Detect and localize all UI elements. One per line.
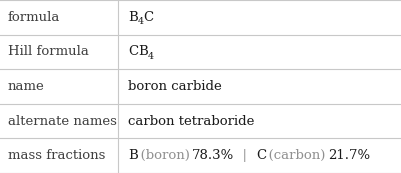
Text: 21.7%: 21.7% <box>327 149 369 162</box>
Text: alternate names: alternate names <box>8 115 117 128</box>
Text: 4: 4 <box>138 17 144 26</box>
Text: 4: 4 <box>148 52 154 61</box>
Text: B: B <box>128 11 138 24</box>
Text: |: | <box>234 149 255 162</box>
Text: (carbon): (carbon) <box>265 149 327 162</box>
Text: formula: formula <box>8 11 60 24</box>
Text: C: C <box>144 11 154 24</box>
Text: B: B <box>128 149 138 162</box>
Text: (boron): (boron) <box>138 149 192 162</box>
Text: carbon tetraboride: carbon tetraboride <box>128 115 254 128</box>
Text: Hill formula: Hill formula <box>8 45 89 58</box>
Text: B: B <box>138 45 148 58</box>
Text: name: name <box>8 80 45 93</box>
Text: C: C <box>255 149 265 162</box>
Text: boron carbide: boron carbide <box>128 80 221 93</box>
Text: 78.3%: 78.3% <box>192 149 234 162</box>
Text: mass fractions: mass fractions <box>8 149 105 162</box>
Text: C: C <box>128 45 138 58</box>
